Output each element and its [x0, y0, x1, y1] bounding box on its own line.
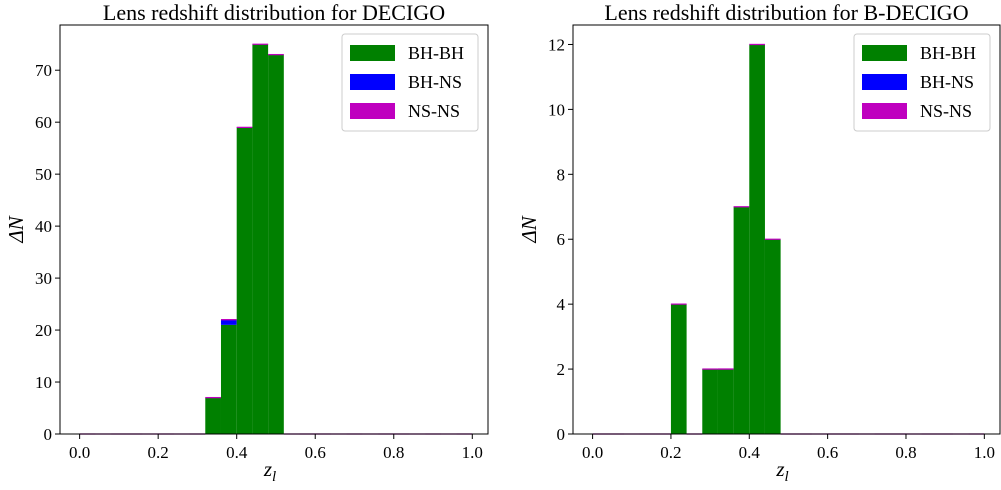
chart-panel-1: 0.0 0.2 0.4 0.6 0.8 1.0 0 10 20 30 40 50 60 70 Lens re…: [4, 0, 489, 485]
bar-bh-bh-bin-9: [733, 206, 750, 434]
bar-bh-bh-bin-7: [702, 369, 718, 434]
legend-label-bh-ns: BH-NS: [920, 72, 974, 92]
x-axis-label-subscript: l: [272, 469, 276, 485]
bar-bh-bh-bin-8: [717, 369, 734, 434]
plot-frame: [59, 24, 489, 435]
y-tick-label: 12: [548, 35, 565, 54]
x-axis-label-main: z: [775, 457, 784, 481]
chart-panel-2: 0.0 0.2 0.4 0.6 0.8 1.0 0 2 4 6 8 10 12 Lens redshift…: [517, 0, 1001, 485]
plot-frame: [572, 24, 1001, 435]
y-axis-label: ΔN: [517, 215, 541, 243]
y-tick-label: 30: [35, 269, 52, 288]
x-axis-label-subscript: l: [785, 469, 789, 485]
x-tick-label: 1.0: [462, 443, 483, 462]
x-tick-label: 0.4: [226, 443, 248, 462]
y-tick-label: 70: [35, 61, 52, 80]
legend-label-bh-ns: BH-NS: [408, 72, 462, 92]
x-tick-label: 0.6: [305, 443, 326, 462]
bar-bh-ns-bin-9: [220, 319, 237, 325]
y-tick-label: 2: [557, 360, 566, 379]
y-tick-label: 10: [35, 373, 52, 392]
bar-bh-bh-bin-5: [670, 304, 687, 434]
chart-title: Lens redshift distribution for B-DECIGO: [604, 0, 968, 25]
y-tick-label: 6: [557, 230, 566, 249]
y-tick-label: 8: [557, 165, 566, 184]
x-tick-label: 0.0: [69, 443, 90, 462]
x-axis-label: zl: [775, 457, 788, 485]
bar-bh-bh-bin-9: [220, 324, 237, 434]
x-tick-label: 0.0: [582, 443, 603, 462]
x-axis-label-main: z: [263, 457, 272, 481]
legend-label-ns-ns: NS-NS: [920, 101, 972, 121]
legend-swatch-bh-bh: [862, 45, 907, 61]
x-tick-label: 0.2: [660, 443, 681, 462]
bar-bh-bh-bin-12: [268, 54, 284, 435]
legend-swatch-bh-ns: [350, 74, 395, 90]
legend-label-bh-bh: BH-BH: [408, 43, 464, 63]
bar-bh-bh-bin-10: [749, 44, 765, 434]
y-tick-label: 4: [557, 295, 566, 314]
x-tick-label: 0.8: [383, 443, 404, 462]
bar-bh-bh-bin-11: [764, 239, 781, 434]
x-axis-label: zl: [263, 457, 276, 485]
legend-swatch-ns-ns: [350, 103, 395, 119]
y-axis-label: ΔN: [4, 215, 28, 243]
x-tick-label: 1.0: [974, 443, 995, 462]
y-tick-label: 40: [35, 217, 52, 236]
x-tick-label: 0.6: [817, 443, 838, 462]
legend-swatch-bh-bh: [350, 45, 395, 61]
y-tick-label: 0: [44, 425, 53, 444]
legend-label-ns-ns: NS-NS: [408, 101, 460, 121]
bar-bh-bh-bin-8: [205, 397, 221, 434]
chart-title: Lens redshift distribution for DECIGO: [103, 0, 445, 25]
bar-bh-bh-bin-11: [252, 44, 269, 434]
legend-swatch-bh-ns: [862, 74, 907, 90]
y-tick-label: 20: [35, 321, 52, 340]
x-tick-label: 0.4: [739, 443, 761, 462]
x-tick-label: 0.2: [148, 443, 169, 462]
legend-swatch-ns-ns: [862, 103, 907, 119]
legend: BH-BH BH-NS NS-NS: [853, 33, 991, 132]
legend-label-bh-bh: BH-BH: [920, 43, 976, 63]
y-tick-label: 50: [35, 165, 52, 184]
legend: BH-BH BH-NS NS-NS: [341, 33, 479, 132]
y-tick-label: 60: [35, 113, 52, 132]
y-tick-label: 10: [548, 100, 565, 119]
x-tick-label: 0.8: [895, 443, 916, 462]
bar-bh-bh-bin-10: [236, 127, 253, 434]
y-tick-label: 0: [557, 425, 566, 444]
